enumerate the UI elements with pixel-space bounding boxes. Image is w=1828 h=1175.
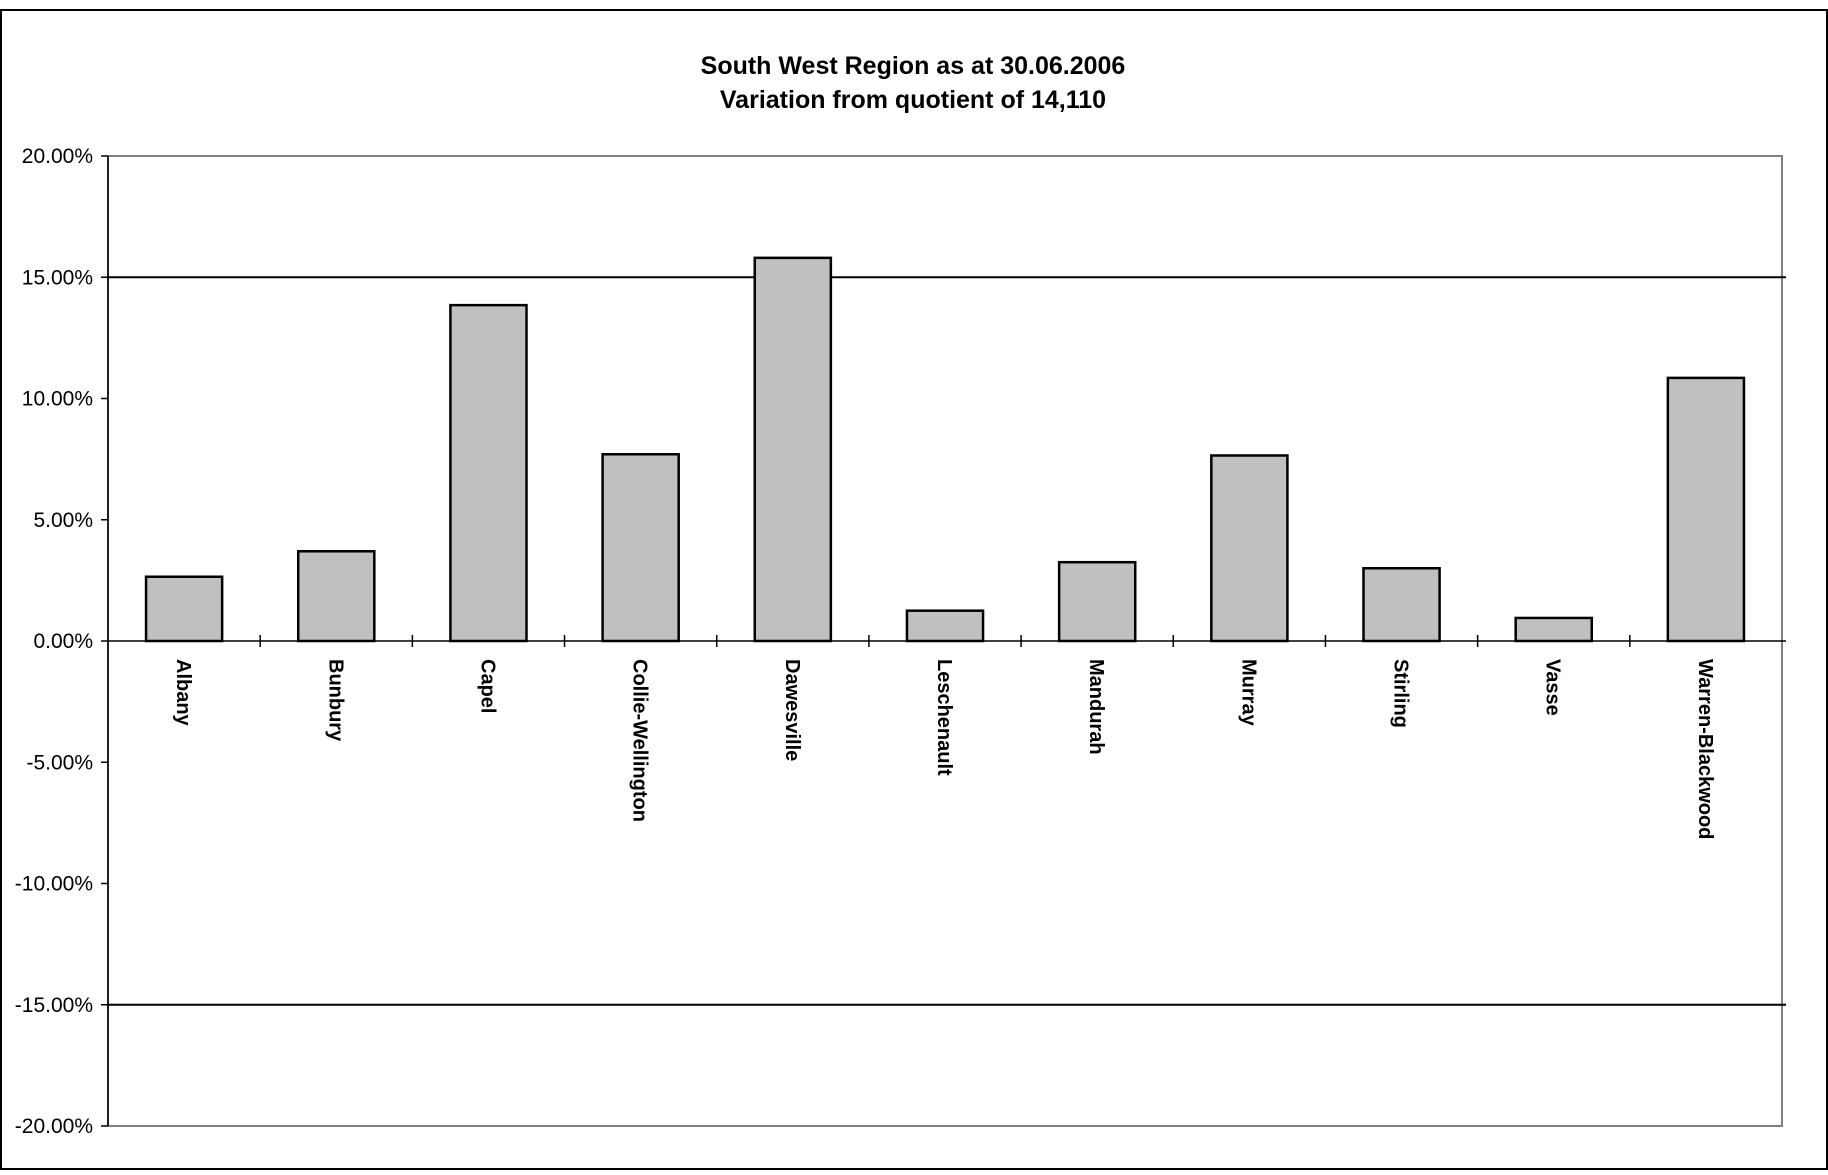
x-tick-label: Capel bbox=[476, 659, 498, 713]
x-tick-label: Murray bbox=[1237, 659, 1259, 727]
plot-area: 20.00% 15.00% 10.00% 5.00% 0.00% -5.00% -10.00… bbox=[15, 145, 1786, 1138]
bar bbox=[753, 256, 833, 643]
chart-title-line-2: Variation from quotient of 14,110 bbox=[720, 86, 1106, 114]
bar bbox=[449, 303, 528, 643]
y-tick-label: 20.00% bbox=[22, 145, 93, 168]
y-tick-label: 15.00% bbox=[22, 266, 93, 289]
bar bbox=[1514, 616, 1594, 643]
x-tick-label: Vasse bbox=[1542, 659, 1564, 716]
y-tick-label: 0.00% bbox=[33, 630, 93, 653]
y-tick-label: -20.00% bbox=[15, 1115, 93, 1138]
chart-title-line-1: South West Region as at 30.06.2006 bbox=[701, 52, 1126, 80]
x-tick-label: Stirling bbox=[1390, 659, 1412, 728]
y-tick-label: 10.00% bbox=[22, 388, 93, 411]
bar bbox=[1362, 567, 1441, 643]
y-tick-label: -15.00% bbox=[15, 994, 93, 1017]
x-tick-label: Bunbury bbox=[324, 659, 346, 742]
bar bbox=[1057, 560, 1137, 643]
bar bbox=[1210, 454, 1289, 643]
chart-outer-border bbox=[0, 9, 1828, 1170]
x-tick-label: Warren-Blackwood bbox=[1694, 659, 1716, 839]
bar bbox=[1666, 376, 1746, 643]
bar bbox=[601, 453, 680, 643]
bar bbox=[905, 609, 985, 643]
x-tick-label: Dawesville bbox=[781, 659, 803, 761]
y-tick-label: 5.00% bbox=[33, 509, 93, 532]
y-tick-label: -5.00% bbox=[26, 751, 93, 774]
x-tick-label: Collie-Wellington bbox=[629, 659, 651, 822]
x-tick-label: Mandurah bbox=[1085, 659, 1107, 755]
y-tick-label: -10.00% bbox=[15, 873, 93, 896]
x-tick-label: Albany bbox=[172, 659, 194, 727]
bar bbox=[144, 575, 224, 643]
x-tick-label: Leschenault bbox=[933, 659, 955, 776]
bar bbox=[296, 550, 376, 643]
